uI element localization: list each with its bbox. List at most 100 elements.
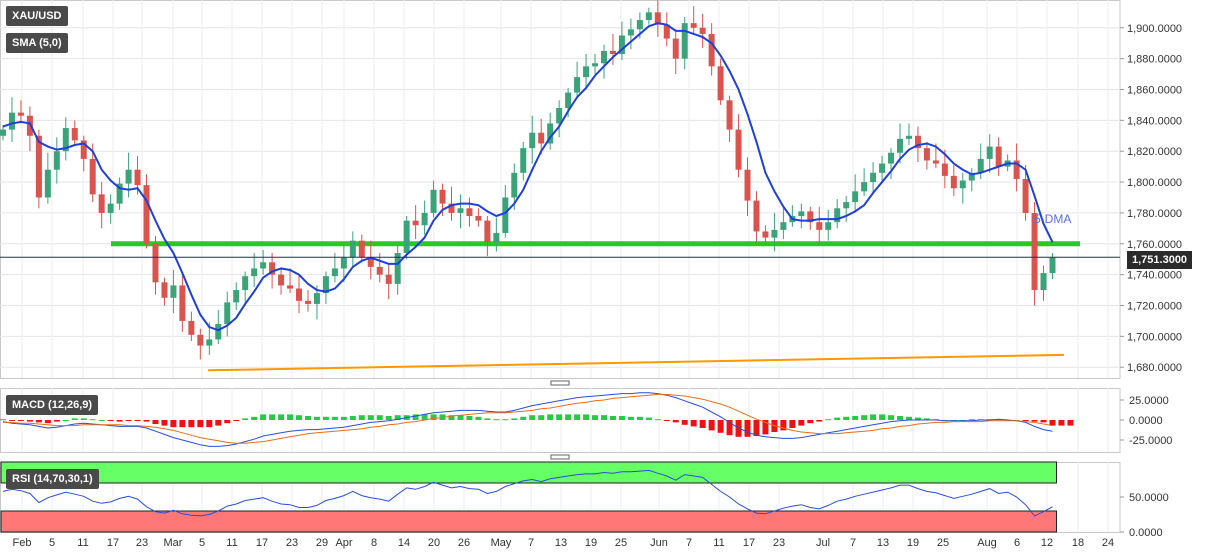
candle-body [636, 20, 643, 30]
macd-histogram-bar [744, 420, 751, 437]
candle-body [941, 163, 948, 176]
macd-histogram-bar [376, 415, 383, 420]
candle-body [116, 183, 123, 204]
candle-body [296, 288, 303, 301]
candle-body [870, 172, 877, 183]
candle-body [224, 302, 231, 324]
candle-body [493, 232, 500, 243]
macd-histogram-bar [304, 416, 311, 420]
macd-histogram-bar [26, 420, 33, 422]
macd-histogram-bar [71, 418, 78, 420]
macd-histogram-bar [143, 420, 150, 422]
rsi-legend-label: RSI (14,70,30,1) [6, 469, 99, 489]
macd-histogram-bar [654, 419, 661, 421]
x-tick-label: 25 [615, 537, 627, 549]
candle-body [8, 112, 15, 130]
x-tick-label: 8 [371, 537, 377, 549]
macd-histogram-bar [197, 420, 204, 428]
candle-body [565, 92, 572, 108]
x-tick-label: 24 [1102, 537, 1114, 549]
candle-body [654, 12, 661, 25]
candle-body [726, 100, 733, 130]
macd-histogram-bar [206, 420, 213, 428]
candle-body [412, 220, 419, 226]
macd-histogram-bar [493, 419, 500, 421]
macd-histogram-bar [914, 417, 921, 420]
current-price-tag: 1,751.3000 [1127, 251, 1193, 269]
macd-histogram-bar [278, 414, 285, 420]
candle-body [744, 169, 751, 201]
macd-histogram-bar [457, 415, 464, 420]
macd-histogram-bar [923, 418, 930, 420]
y-tick-label: 0.0000 [1129, 415, 1163, 427]
candle-body [735, 129, 742, 170]
candle-body [143, 185, 150, 244]
candle-body [448, 203, 455, 213]
macd-histogram-bar [816, 420, 823, 422]
macd-histogram-bar [35, 420, 42, 423]
macd-histogram-bar [8, 420, 15, 421]
macd-histogram-bar [475, 416, 482, 420]
candle-body [179, 285, 186, 321]
x-tick-label: 20 [428, 537, 440, 549]
signal-line [3, 393, 1053, 444]
candle-body [914, 135, 921, 149]
x-tick-label: 23 [773, 537, 785, 549]
macd-histogram-bar [224, 420, 231, 424]
macd-histogram-bar [565, 414, 572, 420]
macd-histogram-bar [269, 414, 276, 420]
y-tick-label: 1,880.0000 [1127, 54, 1182, 66]
macd-histogram-bar [385, 416, 392, 420]
x-tick-label: 11 [77, 537, 88, 549]
macd-line [2, 392, 1053, 447]
macd-histogram-bar [852, 416, 859, 420]
oversold-zone [0, 510, 1057, 533]
y-tick-label: 25.0000 [1129, 395, 1169, 407]
panel-frame [0, 0, 1121, 379]
candle-body [583, 66, 590, 78]
candle-body [950, 175, 957, 189]
candle-body [502, 197, 509, 233]
macd-histogram-bar [708, 420, 715, 431]
x-tick-label: 6 [1014, 537, 1020, 549]
candle-body [592, 63, 599, 67]
x-tick-label: 11 [226, 537, 237, 549]
macd-histogram-bar [1031, 420, 1038, 422]
candle-body [762, 231, 769, 238]
candle-body [35, 135, 42, 198]
macd-histogram-bar [1040, 420, 1047, 423]
x-tick-label: Feb [13, 537, 32, 549]
candle-body [430, 189, 437, 213]
macd-histogram-bar [62, 420, 69, 421]
candle-body [645, 12, 652, 21]
candle-body [349, 240, 356, 258]
candle-body [1049, 257, 1056, 274]
x-tick-label: 7 [528, 537, 534, 549]
macd-histogram-bar [53, 420, 60, 422]
candle-body [771, 229, 778, 238]
candle-body [331, 268, 338, 277]
candle-body [152, 243, 159, 283]
candle-body [977, 158, 984, 173]
candle-body [394, 253, 401, 284]
x-tick-label: 5 [199, 537, 205, 549]
macd-histogram-bar [349, 416, 356, 420]
candle-body [197, 334, 204, 346]
candle-body [242, 276, 249, 291]
candle-body [717, 66, 724, 101]
x-tick-label: 29 [316, 537, 328, 549]
macd-histogram-bar [609, 416, 616, 420]
macd-histogram-bar [511, 418, 518, 420]
candle-body [780, 222, 787, 230]
macd-histogram-bar [161, 420, 168, 426]
candle-body [959, 180, 966, 189]
macd-histogram-bar [0, 419, 6, 421]
macd-histogram-bar [897, 416, 903, 420]
macd-histogram-bar [322, 416, 329, 420]
macd-histogram-bar [188, 420, 195, 428]
rsi-line [2, 469, 1053, 517]
macd-histogram-bar [80, 418, 87, 420]
y-tick-label: 1,840.0000 [1127, 115, 1182, 127]
macd-histogram-bar [1067, 420, 1074, 426]
